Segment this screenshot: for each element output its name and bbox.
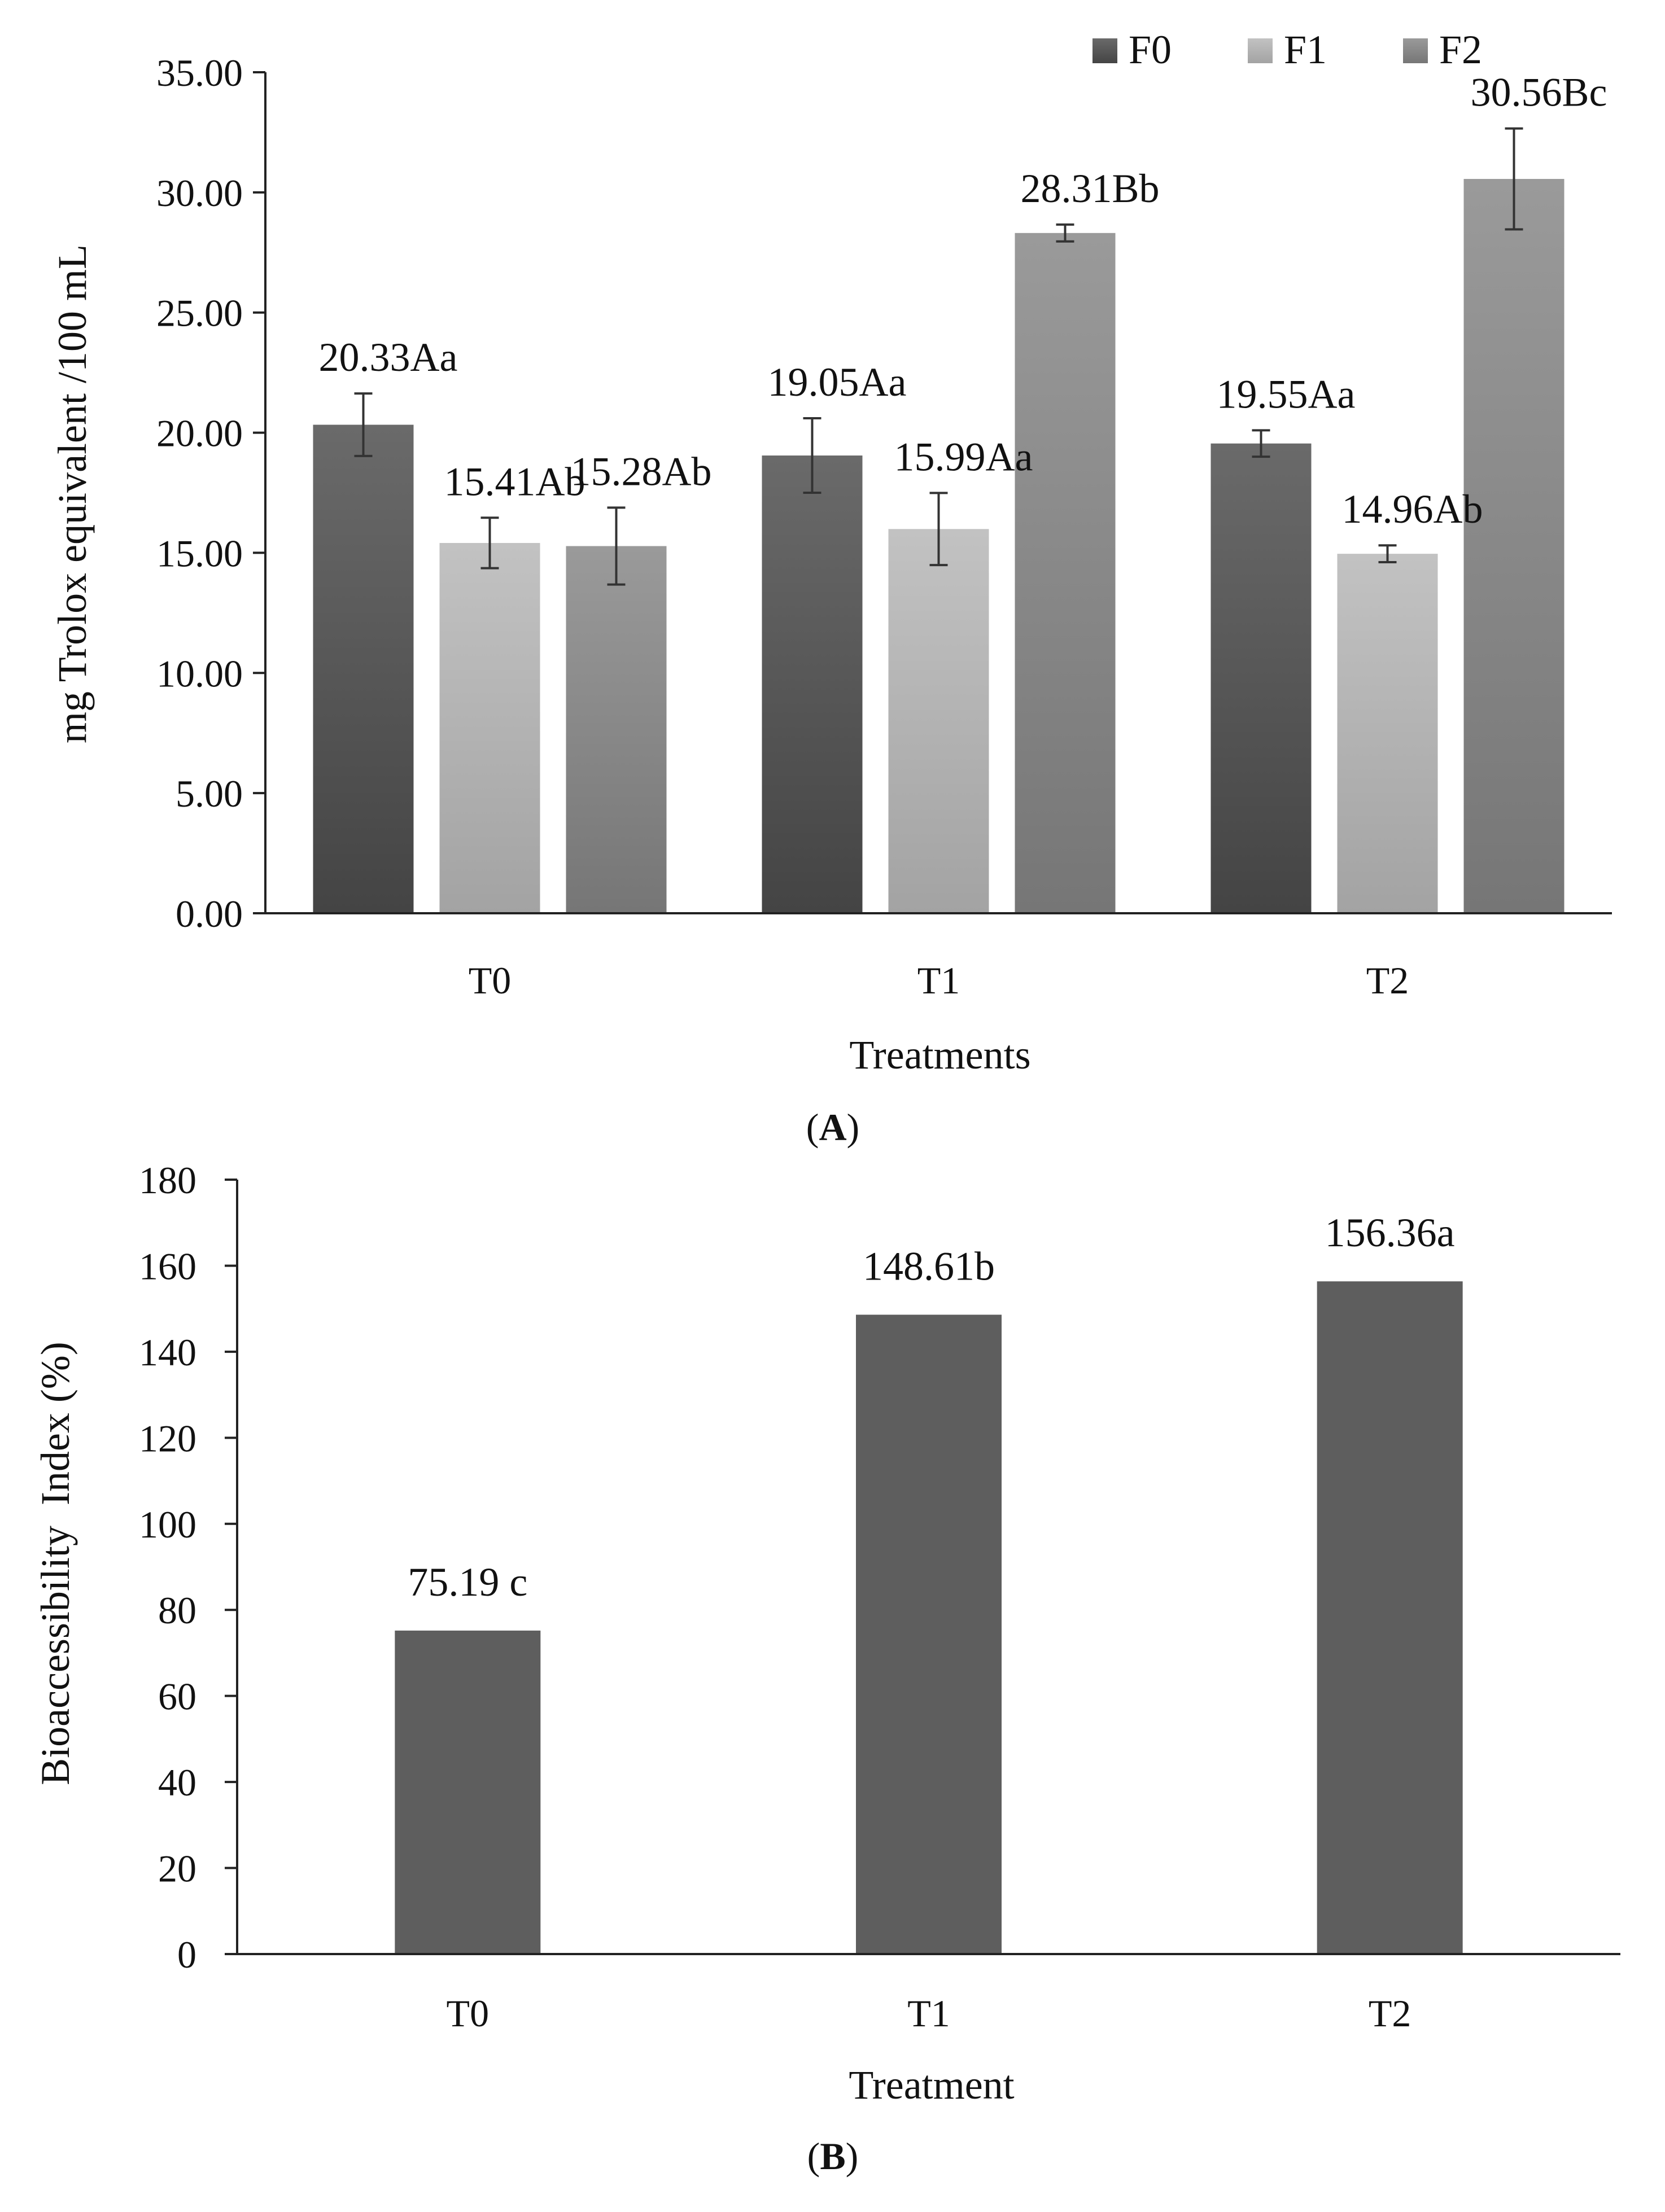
chart-b-y-tick-label: 100: [139, 1503, 196, 1546]
chart-a-legend-swatch-f1: [1248, 38, 1273, 63]
chart-b-y-tick-label: 180: [139, 1159, 196, 1202]
chart-a-data-label: 15.99Aa: [894, 434, 1033, 479]
chart-a: 0.00 5.00 10.00 15.00 20.00 25.00 30.00 35.00 2…: [50, 27, 1612, 1149]
chart-a-data-label: 19.55Aa: [1217, 371, 1356, 417]
chart-b-x-tick-label: T2: [1369, 1992, 1411, 2035]
chart-a-y-tick-label: 5.00: [176, 772, 243, 815]
chart-a-legend: F0 F1 F2: [1092, 27, 1482, 72]
chart-b-panel-letter: B: [820, 2135, 845, 2178]
chart-a-data-label: 15.28Ab: [571, 449, 712, 494]
chart-b-data-label: 148.61b: [863, 1243, 995, 1289]
chart-a-data-label: 14.96Ab: [1342, 487, 1483, 532]
chart-b-bars: [395, 1281, 1463, 1954]
chart-a-legend-label: F2: [1439, 27, 1482, 72]
chart-a-legend-label: F0: [1129, 27, 1172, 72]
chart-a-bar-f2-t2: [1463, 179, 1565, 914]
chart-b-y-tick-label: 80: [158, 1589, 196, 1632]
chart-b-y-tick-label: 40: [158, 1761, 196, 1804]
chart-a-bar-f0-t0: [313, 424, 414, 913]
chart-a-y-axis: 0.00 5.00 10.00 15.00 20.00 25.00 30.00 35.00: [156, 51, 265, 935]
chart-a-y-tick-label: 20.00: [156, 412, 243, 455]
chart-a-data-label: 19.05Aa: [768, 360, 907, 405]
chart-b-bar-t0: [395, 1630, 541, 1954]
chart-b-panel-label: (B): [807, 2135, 859, 2178]
chart-a-y-tick-label: 10.00: [156, 652, 243, 695]
chart-a-x-tick-label: T0: [469, 959, 512, 1002]
chart-a-data-label: 20.33Aa: [319, 335, 458, 380]
chart-a-legend-swatch-f2: [1403, 38, 1428, 63]
chart-a-y-tick-label: 15.00: [156, 532, 243, 575]
chart-a-data-label: 30.56Bc: [1471, 70, 1607, 115]
chart-b-bar-t1: [856, 1315, 1002, 1954]
chart-a-bar-f1-t1: [888, 529, 989, 913]
chart-a-error-bars: [354, 127, 1523, 586]
chart-a-panel-label: (A): [806, 1106, 859, 1149]
chart-a-y-tick-label: 0.00: [176, 892, 243, 935]
chart-b-y-tick-label: 160: [139, 1245, 196, 1287]
chart-a-y-tick-label: 30.00: [156, 172, 243, 214]
chart-b-y-tick-label: 140: [139, 1331, 196, 1374]
chart-a-y-tick-label: 25.00: [156, 292, 243, 335]
chart-a-y-axis-title: mg Trolox equivalent /100 mL: [50, 244, 95, 743]
chart-b-y-axis-title: Bioaccessibility Index (%): [33, 1342, 78, 1785]
chart-a-panel-letter: A: [819, 1106, 846, 1149]
chart-a-x-axis-title: Treatments: [849, 1032, 1030, 1077]
chart-b-y-axis: 0 20 40 60 80 100 120 140 160 180: [139, 1159, 237, 1976]
chart-a-bar-f2-t1: [1015, 233, 1116, 913]
chart-a-bar-f1-t0: [439, 542, 540, 913]
chart-b-x-axis-title: Treatment: [849, 2062, 1014, 2108]
chart-a-data-label: 28.31Bb: [1020, 166, 1159, 211]
chart-a-legend-label: F1: [1284, 27, 1327, 72]
chart-a-bar-f0-t1: [762, 455, 863, 913]
chart-b-y-tick-label: 120: [139, 1417, 196, 1460]
chart-a-y-tick-label: 35.00: [156, 51, 243, 94]
chart-b-data-labels: 75.19 c 148.61b 156.36a: [408, 1210, 1454, 1605]
chart-a-bars: [313, 179, 1565, 914]
chart-b-y-tick-label: 0: [177, 1933, 196, 1976]
chart-b-x-tick-label: T0: [447, 1992, 490, 2035]
chart-a-data-label: 15.41Ab: [444, 459, 585, 504]
chart-a-legend-swatch-f0: [1092, 38, 1117, 63]
chart-a-x-tick-label: T1: [917, 959, 960, 1002]
chart-b-x-axis: T0 T1 T2: [447, 1992, 1411, 2035]
chart-a-bar-f1-t2: [1337, 554, 1438, 913]
chart-b-y-tick-label: 60: [158, 1675, 196, 1718]
chart-a-x-tick-label: T2: [1366, 959, 1409, 1002]
chart-b-data-label: 75.19 c: [408, 1560, 527, 1605]
chart-b: 0 20 40 60 80 100 120 140 160 180 75.19 c 148.61b 1…: [33, 1159, 1620, 2178]
chart-a-bar-f2-t0: [566, 546, 667, 913]
chart-a-bar-f0-t2: [1210, 443, 1312, 913]
chart-b-y-tick-label: 20: [158, 1847, 196, 1890]
chart-b-x-tick-label: T1: [907, 1992, 950, 2035]
chart-b-bar-t2: [1317, 1281, 1463, 1954]
chart-b-data-label: 156.36a: [1325, 1210, 1455, 1255]
chart-a-x-axis: T0 T1 T2: [469, 959, 1409, 1002]
